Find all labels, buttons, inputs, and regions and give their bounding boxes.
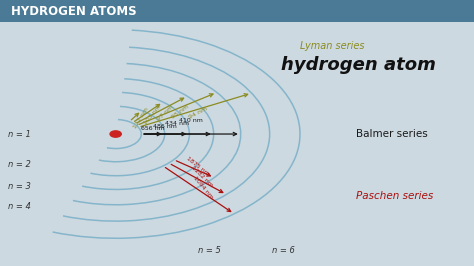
Text: 122 nm: 122 nm [132,106,149,130]
Text: n = 3: n = 3 [9,182,31,191]
Text: n = 1: n = 1 [9,130,31,139]
Text: Lyman series: Lyman series [300,41,365,51]
Text: 1094 nm: 1094 nm [192,176,214,200]
Text: hydrogen atom: hydrogen atom [281,56,436,74]
Text: HYDROGEN ATOMS: HYDROGEN ATOMS [11,5,137,18]
Text: Balmer series: Balmer series [356,129,428,139]
Text: 103 nm: 103 nm [143,104,162,126]
Text: n = 6: n = 6 [272,246,295,255]
Text: n = 4: n = 4 [9,202,31,211]
Text: 95 nm: 95 nm [171,104,190,120]
Text: 656 nm: 656 nm [141,126,165,131]
Text: Paschen series: Paschen series [356,191,433,201]
Circle shape [110,131,121,137]
Text: 410 nm: 410 nm [179,118,203,123]
Text: 486 nm: 486 nm [154,124,177,129]
Text: 434 nm: 434 nm [165,121,190,126]
Text: 94 nm: 94 nm [188,106,208,120]
Text: n = 2: n = 2 [9,160,31,169]
Text: 1875 nm: 1875 nm [185,155,210,176]
Text: 97 nm: 97 nm [156,104,174,121]
FancyBboxPatch shape [0,0,474,22]
Text: n = 5: n = 5 [198,246,220,255]
Text: 1282 nm: 1282 nm [190,165,214,188]
